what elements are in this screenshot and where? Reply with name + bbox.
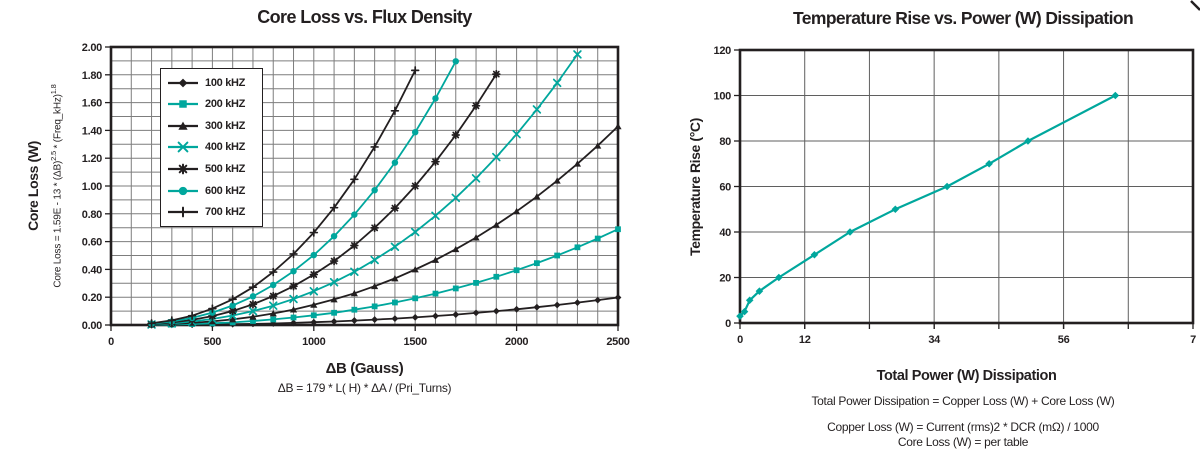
note-core-loss: Core Loss (W) = per table: [897, 435, 1029, 449]
x-tick-label: 1500: [404, 336, 427, 348]
series-500-khz: [147, 69, 501, 329]
legend-marker-asterisk: [168, 163, 198, 175]
legend-item: 600 kHZ: [168, 183, 262, 198]
legend-marker-x: [168, 142, 198, 153]
chart-legend: 100 kHZ 200 kHZ 300 kHZ 400 kHZ 500 kHZ 600 k…: [160, 68, 263, 227]
x-tick-label: 7: [1190, 334, 1196, 346]
y-tick-label: 0.40: [82, 264, 102, 276]
y-tick-label: 80: [719, 136, 731, 148]
plot-grid: [740, 50, 1193, 323]
plot-border: [738, 48, 1195, 325]
y-tick-label: 0.60: [82, 237, 102, 249]
y-tick-label: 1.80: [82, 70, 102, 82]
core-loss-y-axis-label: Core Loss (W): [25, 141, 41, 231]
y-tick-label: 100: [714, 91, 732, 103]
legend-item: 300 kHZ: [168, 118, 262, 133]
y-tick-label: 0.00: [82, 320, 102, 332]
series-temperature-rise: [736, 91, 1120, 320]
x-tick-label: 0: [108, 336, 114, 348]
legend-item: 700 kHZ: [168, 205, 262, 220]
y-formula-sup1: 2.5: [49, 151, 58, 161]
x-tick-label: 34: [928, 334, 941, 346]
y-formula-sup2: 1.8: [49, 84, 58, 95]
y-tick-label: 1.20: [82, 153, 102, 165]
legend-label: 200 kHZ: [205, 98, 246, 111]
series-200-khz: [148, 226, 621, 328]
legend-marker-triangle: [168, 121, 198, 130]
y-tick-label: 2.00: [82, 42, 102, 54]
y-tick-label: 120: [714, 45, 732, 57]
corner-mark: [1190, 0, 1200, 11]
x-tick-label: 56: [1058, 334, 1070, 346]
y-tick-label: 60: [719, 182, 731, 194]
plot-border: [109, 45, 620, 327]
legend-item: 500 kHZ: [168, 162, 262, 177]
temp-rise-x-axis-label: Total Power (W) Dissipation: [876, 368, 1057, 384]
x-tick-label: 500: [204, 336, 222, 348]
x-tick-label: 1000: [302, 336, 325, 348]
legend-label: 400 kHZ: [205, 141, 246, 154]
y-tick-label: 1.00: [82, 181, 102, 193]
core-loss-chart-title: Core Loss vs. Flux Density: [257, 7, 472, 27]
note-total-power: Total Power Dissipation = Copper Loss (W…: [811, 394, 1115, 408]
legend-marker-square: [168, 100, 198, 109]
legend-item: 400 kHZ: [168, 140, 262, 155]
y-tick-label: 0.80: [82, 209, 102, 221]
legend-marker-diamond: [168, 78, 198, 88]
y-formula-base2: * (Freq_kHz): [52, 94, 64, 152]
note-copper-loss: Copper Loss (W) = Current (rms)2 * DCR (…: [827, 420, 1099, 434]
y-tick-label: 40: [719, 227, 731, 239]
y-tick-label: 1.40: [82, 125, 102, 137]
y-formula-base1: Core Loss = 1.59E - 13 * (ΔB): [52, 160, 64, 288]
axis-ticks: 0 500 1000 1500 2000 2500 0.00 0.20 0.40 0.60 0.80…: [82, 42, 630, 348]
y-tick-label: 0.20: [82, 292, 102, 304]
legend-marker-circle: [168, 186, 198, 195]
core-loss-x-axis-formula: ΔB = 179 * L( H) * ΔA / (Pri_Turns): [277, 381, 452, 395]
y-tick-label: 1.60: [82, 98, 102, 110]
y-tick-label: 20: [719, 273, 731, 285]
temp-rise-y-axis-label: Temperature Rise (°C): [687, 118, 703, 256]
legend-marker-plus: [168, 206, 198, 218]
x-tick-label: 2000: [505, 336, 528, 348]
x-tick-label: 2500: [606, 336, 629, 348]
legend-label: 500 kHZ: [205, 163, 246, 176]
core-loss-y-axis-formula: Core Loss = 1.59E - 13 * (ΔB)2.5 * (Freq…: [49, 36, 63, 336]
x-tick-label: 0: [737, 334, 743, 346]
y-tick-label: 0: [725, 318, 731, 330]
core-loss-x-axis-label: ΔB (Gauss): [325, 360, 404, 377]
temp-rise-chart-title: Temperature Rise vs. Power (W) Dissipati…: [792, 8, 1134, 28]
legend-label: 600 kHZ: [205, 184, 246, 197]
axis-ticks: 0 12 34 56 7 0 20 40 60 80 100 120: [714, 45, 1197, 346]
series-700-khz: [147, 66, 420, 328]
plot-grid: [111, 47, 618, 325]
legend-label: 700 kHZ: [205, 206, 246, 219]
x-tick-label: 12: [799, 334, 811, 346]
legend-item: 200 kHZ: [168, 97, 262, 112]
legend-label: 300 kHZ: [205, 119, 246, 132]
legend-label: 100 kHZ: [205, 76, 246, 89]
legend-item: 100 kHZ: [168, 75, 262, 90]
